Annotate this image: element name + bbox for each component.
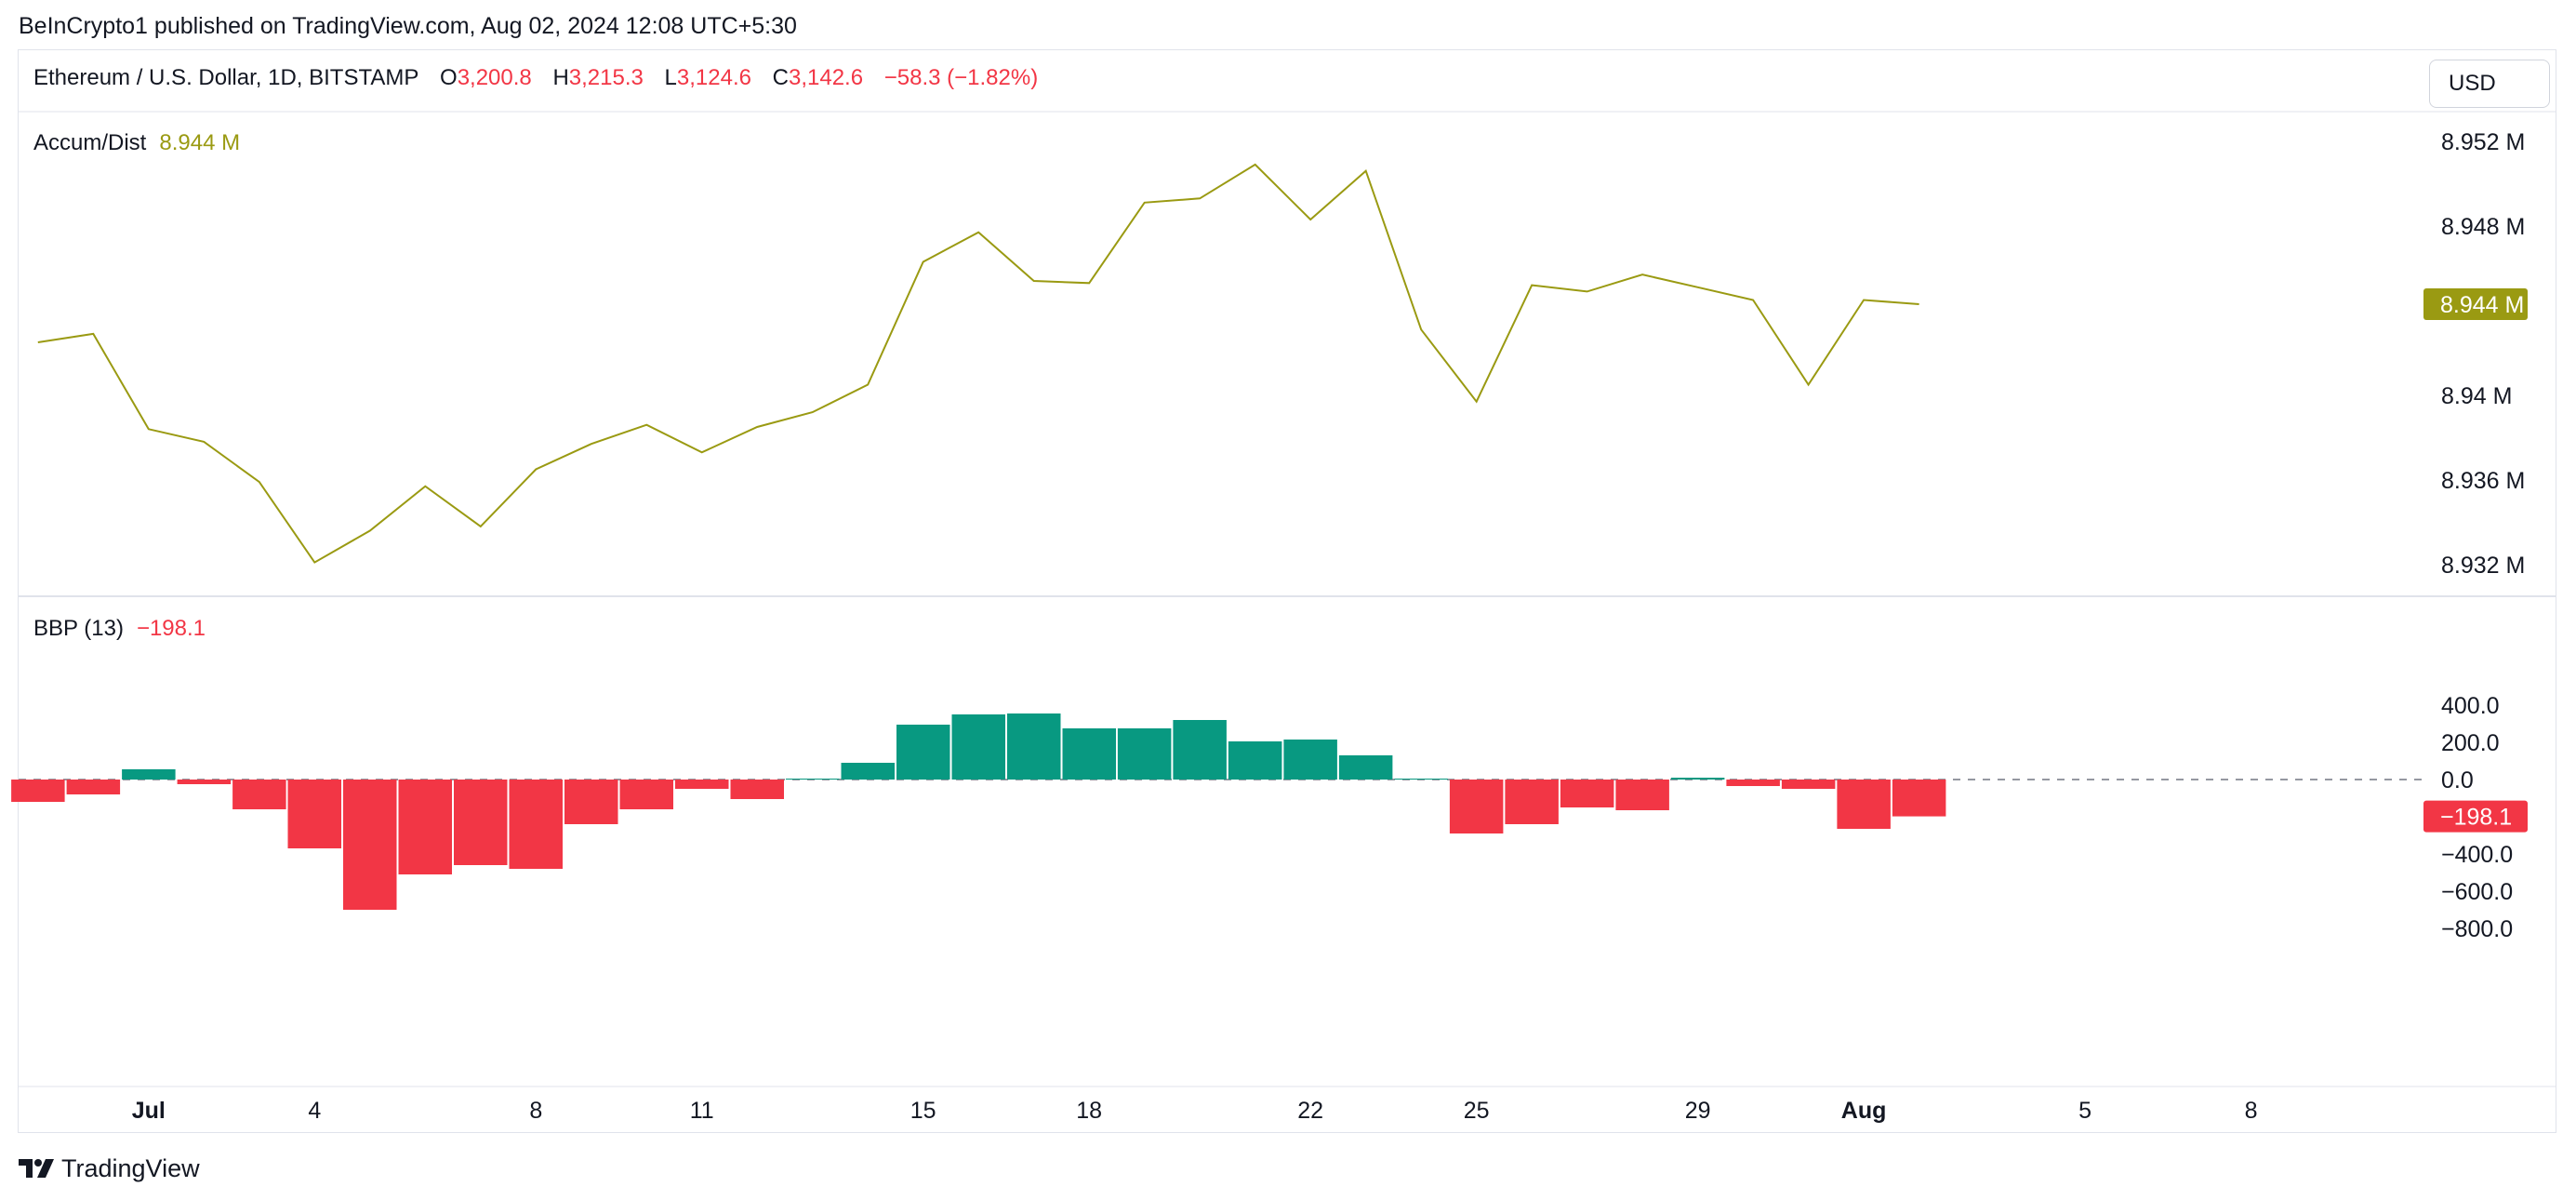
ad-title: Accum/Dist xyxy=(33,130,147,155)
x-tick-label: 18 xyxy=(1076,1098,1102,1124)
bbp-bar xyxy=(1670,778,1725,780)
low-label: L xyxy=(664,65,677,90)
publisher-text: BeInCrypto1 published on TradingView.com… xyxy=(19,13,797,39)
close-value: 3,142.6 xyxy=(788,65,864,90)
bbp-bar xyxy=(675,780,729,789)
chart-frame xyxy=(18,49,2556,1133)
bbp-bar xyxy=(564,780,618,824)
bbp-bar xyxy=(1837,780,1891,829)
bbp-bar xyxy=(1615,780,1669,810)
bbp-current-value: −198.1 xyxy=(136,616,206,641)
bbp-bar xyxy=(1726,780,1780,786)
bbp-bar xyxy=(454,780,508,865)
bbp-current-badge-text: −198.1 xyxy=(2440,805,2512,831)
bbp-bar xyxy=(1062,728,1116,780)
ad-y-tick: 8.932 M xyxy=(2441,553,2525,579)
bbp-title: BBP (13) xyxy=(33,616,124,641)
bbp-bar xyxy=(287,780,341,848)
bbp-bar xyxy=(786,779,840,780)
tradingview-logo-icon xyxy=(19,1159,54,1178)
bbp-bar xyxy=(1449,780,1504,833)
x-tick-label: Aug xyxy=(1841,1098,1887,1124)
ad-y-tick: 8.936 M xyxy=(2441,468,2525,494)
high-label: H xyxy=(552,65,569,90)
ad-current-value: 8.944 M xyxy=(159,130,241,155)
open-value: 3,200.8 xyxy=(457,65,532,90)
x-axis: Jul 4 8 11 15 18 22 25 29 Aug 5 8 xyxy=(19,1086,2556,1124)
bbp-bar xyxy=(1338,755,1393,780)
ad-legend: Accum/Dist 8.944 M xyxy=(33,130,240,156)
bbp-bar xyxy=(1560,780,1614,807)
axis-mask xyxy=(2418,1087,2556,1105)
x-tick-label: 22 xyxy=(1297,1098,1323,1124)
symbol-name: Ethereum / U.S. Dollar, 1D, BITSTAMP xyxy=(33,65,419,90)
low-value: 3,124.6 xyxy=(676,65,751,90)
bbp-y-tick: 0.0 xyxy=(2441,767,2474,793)
ad-y-tick: 8.952 M xyxy=(2441,129,2525,155)
bbp-legend: BBP (13) −198.1 xyxy=(33,616,206,642)
x-tick-label: 8 xyxy=(529,1098,542,1124)
bbp-bar xyxy=(896,725,950,780)
bbp-bar xyxy=(1173,720,1227,780)
ad-y-tick: 8.948 M xyxy=(2441,214,2525,240)
bbp-bar xyxy=(398,780,452,874)
ad-series-line xyxy=(37,163,1919,564)
bbp-bar xyxy=(66,780,121,794)
ad-current-badge xyxy=(2423,288,2528,320)
bbp-bar xyxy=(1117,728,1172,780)
change-value: −58.3 (−1.82%) xyxy=(883,65,1039,90)
x-tick-label: 29 xyxy=(1685,1098,1711,1124)
close-label: C xyxy=(772,65,789,90)
x-tick-label: 25 xyxy=(1464,1098,1490,1124)
tradingview-logo[interactable]: TradingView xyxy=(19,1153,200,1183)
x-tick-label: 15 xyxy=(910,1098,936,1124)
bbp-bar xyxy=(122,769,176,780)
bbp-y-tick: −800.0 xyxy=(2441,916,2513,942)
bbp-bar xyxy=(343,780,397,910)
x-tick-label: 5 xyxy=(2078,1098,2091,1124)
ad-current-badge-text: 8.944 M xyxy=(2440,292,2524,318)
bbp-y-tick: −400.0 xyxy=(2441,842,2513,868)
bbp-bar xyxy=(841,763,895,780)
x-tick-label: Jul xyxy=(132,1098,166,1124)
bbp-bar xyxy=(1892,780,1946,817)
bbp-bar xyxy=(951,714,1005,780)
bbp-current-badge xyxy=(2423,800,2528,833)
bbp-bar xyxy=(1394,779,1448,780)
symbol-legend: Ethereum / U.S. Dollar, 1D, BITSTAMP O3,… xyxy=(33,65,1038,91)
bbp-bar xyxy=(1505,780,1559,824)
bbp-bar xyxy=(1283,740,1337,780)
x-tick-label: 11 xyxy=(690,1098,714,1124)
ad-pane: 8.952 M 8.948 M 8.944 M 8.94 M 8.936 M 8.932 … xyxy=(37,129,2528,579)
bbp-bar xyxy=(11,780,65,802)
open-label: O xyxy=(440,65,458,90)
bbp-bar xyxy=(619,780,673,809)
x-tick-label: 8 xyxy=(2245,1098,2258,1124)
bbp-bar xyxy=(1007,713,1061,780)
bbp-bar xyxy=(1228,741,1282,780)
bbp-bar xyxy=(509,780,563,869)
bbp-y-tick: 200.0 xyxy=(2441,730,2500,756)
bbp-bar xyxy=(730,780,784,799)
bbp-bar xyxy=(1781,780,1836,789)
high-value: 3,215.3 xyxy=(568,65,644,90)
bbp-y-tick: −600.0 xyxy=(2441,879,2513,905)
x-tick-label: 4 xyxy=(308,1098,321,1124)
ad-y-tick: 8.94 M xyxy=(2441,383,2512,409)
bbp-y-tick: 400.0 xyxy=(2441,693,2500,719)
currency-button[interactable]: USD xyxy=(2429,60,2550,108)
tradingview-logo-text: TradingView xyxy=(61,1153,200,1182)
bbp-bar xyxy=(232,780,286,809)
bbp-pane: 400.0 200.0 0.0 −400.0 −600.0 −800.0 −198.1 xyxy=(11,693,2556,1105)
bbp-bar xyxy=(177,780,232,784)
